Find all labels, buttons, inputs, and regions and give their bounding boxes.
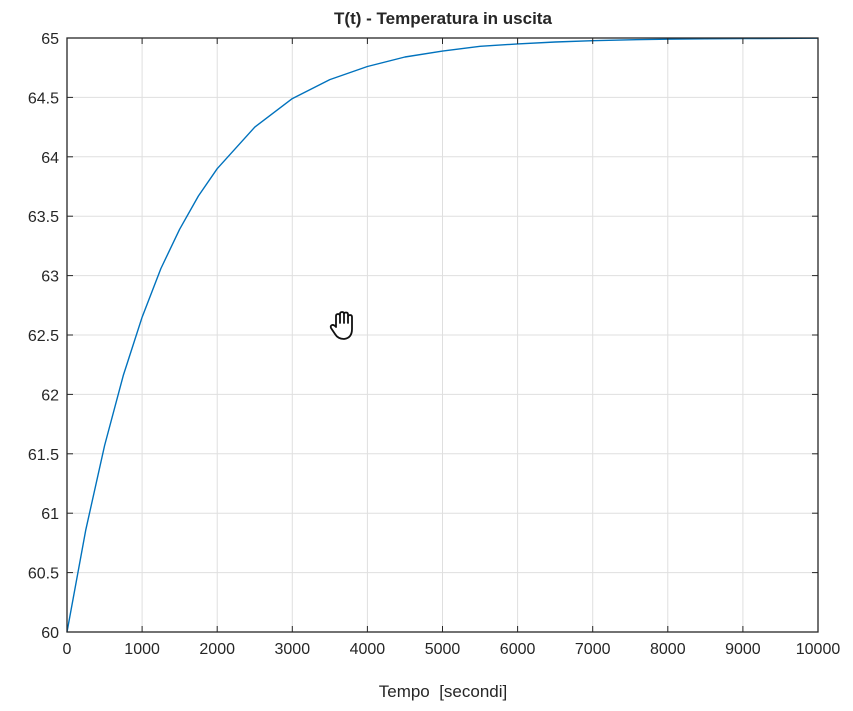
x-tick-label: 5000: [425, 641, 461, 658]
grid: [67, 38, 818, 632]
x-tick-label: 8000: [650, 641, 686, 658]
y-tick-label: 61.5: [28, 447, 59, 464]
x-tick-label: 0: [63, 641, 72, 658]
x-tick-label: 7000: [575, 641, 611, 658]
ticks: 0 1000 2000 3000 4000 5000 6000 7000 8000 9000 100…: [28, 31, 840, 658]
chart-title: T(t) - Temperatura in uscita: [334, 9, 552, 28]
x-tick-label: 4000: [350, 641, 386, 658]
y-tick-label: 60.5: [28, 566, 59, 583]
y-tick-label: 63: [41, 269, 59, 286]
y-tick-label: 64.5: [28, 90, 59, 107]
y-tick-label: 61: [41, 506, 59, 523]
x-axis-label: Tempo [secondi]: [379, 682, 508, 701]
y-tick-label: 65: [41, 31, 59, 48]
x-tick-label: 6000: [500, 641, 536, 658]
x-tick-label: 2000: [199, 641, 235, 658]
y-tick-label: 64: [41, 150, 59, 167]
hand-cursor-icon: [329, 311, 353, 340]
x-tick-label: 9000: [725, 641, 761, 658]
x-tick-label: 1000: [124, 641, 160, 658]
y-tick-label: 63.5: [28, 209, 59, 226]
y-tick-label: 60: [41, 625, 59, 642]
x-tick-label: 10000: [796, 641, 841, 658]
y-tick-label: 62.5: [28, 328, 59, 345]
x-tick-label: 3000: [275, 641, 311, 658]
y-tick-label: 62: [41, 387, 59, 404]
